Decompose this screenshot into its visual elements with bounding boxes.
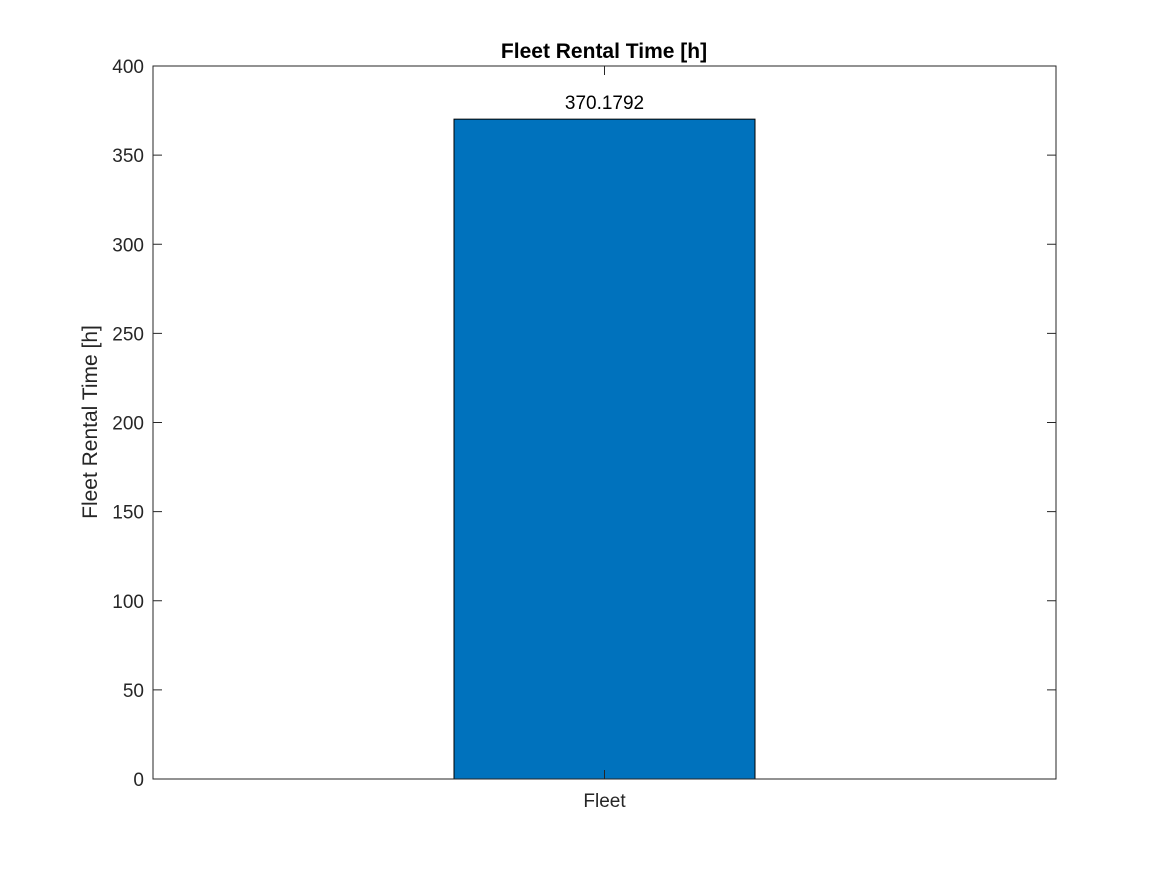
y-tick-label: 0 bbox=[133, 770, 144, 791]
y-tick-label: 200 bbox=[112, 414, 144, 435]
y-tick-label: 100 bbox=[112, 592, 144, 613]
plot-area: 370.1792 Fleet 0 50 100 150 200 250 300 350 400 bbox=[112, 57, 1057, 812]
data-label: 370.1792 bbox=[565, 93, 644, 114]
y-tick-label: 250 bbox=[112, 324, 144, 345]
y-tick-label: 300 bbox=[112, 235, 144, 256]
y-tick-label: 400 bbox=[112, 57, 144, 78]
y-tick-label: 350 bbox=[112, 146, 144, 167]
chart-title: Fleet Rental Time [h] bbox=[501, 40, 707, 63]
y-tick-label: 150 bbox=[112, 503, 144, 524]
y-tick-label: 50 bbox=[123, 681, 144, 702]
axes-box bbox=[152, 65, 1057, 780]
x-tick-label: Fleet bbox=[583, 791, 626, 812]
bar bbox=[453, 118, 756, 780]
y-axis-label: Fleet Rental Time [h] bbox=[79, 325, 102, 519]
